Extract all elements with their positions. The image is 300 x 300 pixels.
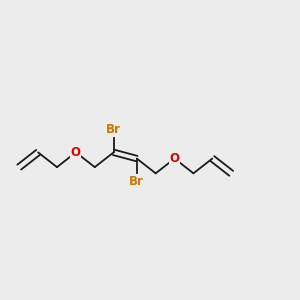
Text: O: O: [71, 146, 81, 159]
Text: O: O: [169, 152, 180, 165]
Text: Br: Br: [129, 175, 144, 188]
Text: Br: Br: [106, 123, 121, 136]
